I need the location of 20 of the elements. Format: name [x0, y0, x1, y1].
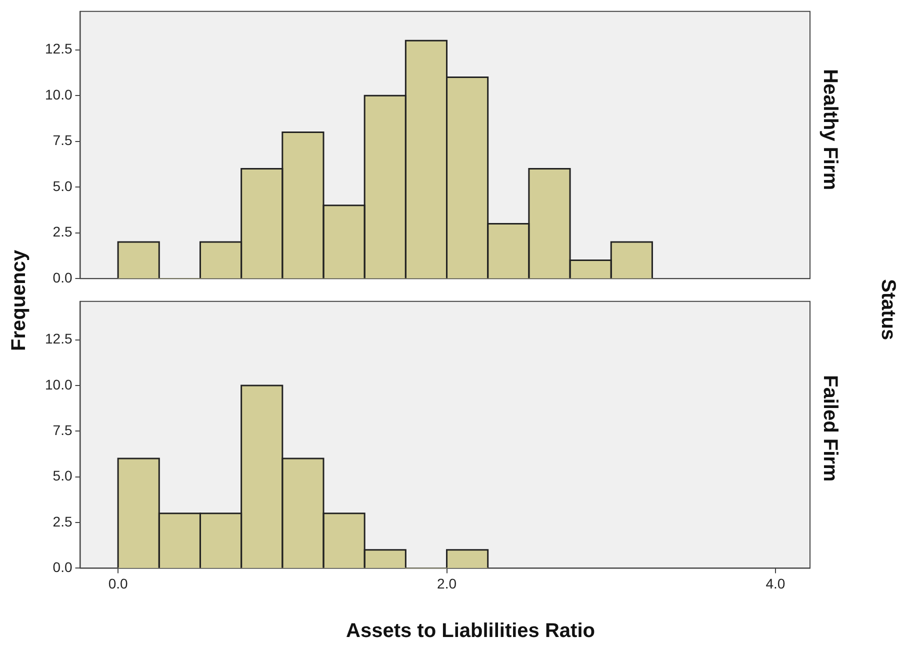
text: Healthy Firm	[818, 68, 841, 193]
y-tick-label: 2.5	[52, 224, 72, 240]
x-axis-title: Assets to Liablilities Ratio	[345, 620, 596, 643]
y-tick-label: 5.0	[52, 468, 72, 484]
y-tick-label: 10.0	[45, 86, 72, 102]
y-tick-label: 0.0	[52, 559, 72, 576]
y-tick-label: 12.5	[45, 330, 72, 347]
y-tick-label: 5.0	[52, 178, 72, 194]
y-tick-label: 2.5	[52, 513, 72, 530]
y-tick-label: 12.5	[45, 40, 72, 57]
y-tick-label: 7.5	[52, 422, 72, 438]
x-tick-label: 2.0	[437, 575, 457, 592]
y-tick-label: 7.5	[52, 132, 72, 148]
x-tick-label: 0.0	[108, 575, 128, 592]
y-tick-label: 0.0	[52, 269, 72, 286]
text: Failed Firm	[818, 374, 841, 484]
y-tick-label: 10.0	[45, 376, 72, 392]
x-tick-label: 4.0	[766, 575, 786, 592]
text: Status	[876, 278, 899, 343]
y-axis-title: Frequency	[8, 248, 31, 353]
